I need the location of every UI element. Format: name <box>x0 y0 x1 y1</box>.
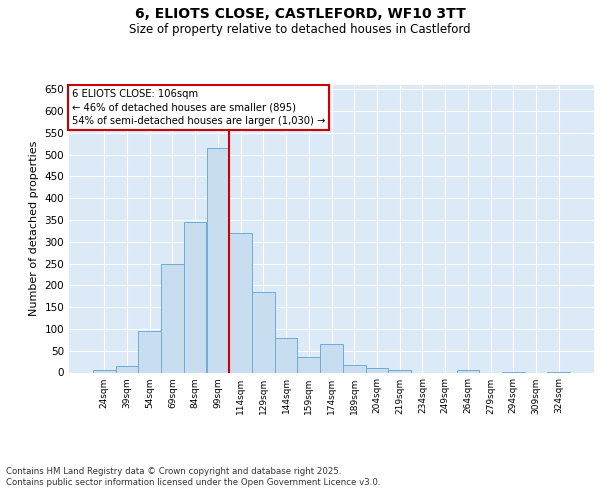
Text: 6, ELIOTS CLOSE, CASTLEFORD, WF10 3TT: 6, ELIOTS CLOSE, CASTLEFORD, WF10 3TT <box>134 8 466 22</box>
Bar <box>343 364 365 372</box>
Bar <box>275 338 298 372</box>
Bar <box>252 292 275 372</box>
Bar <box>206 148 229 372</box>
Bar <box>139 331 161 372</box>
Bar <box>298 358 320 372</box>
Bar <box>116 366 139 372</box>
Bar <box>388 370 411 372</box>
Bar <box>365 368 388 372</box>
Text: Size of property relative to detached houses in Castleford: Size of property relative to detached ho… <box>129 22 471 36</box>
Text: Contains public sector information licensed under the Open Government Licence v3: Contains public sector information licen… <box>6 478 380 487</box>
Bar <box>457 370 479 372</box>
Bar <box>229 233 252 372</box>
Y-axis label: Number of detached properties: Number of detached properties <box>29 141 39 316</box>
Text: 6 ELIOTS CLOSE: 106sqm
← 46% of detached houses are smaller (895)
54% of semi-de: 6 ELIOTS CLOSE: 106sqm ← 46% of detached… <box>71 90 325 126</box>
Bar <box>93 370 116 372</box>
Bar <box>184 222 206 372</box>
Bar <box>320 344 343 372</box>
Bar <box>161 264 184 372</box>
Text: Contains HM Land Registry data © Crown copyright and database right 2025.: Contains HM Land Registry data © Crown c… <box>6 467 341 476</box>
